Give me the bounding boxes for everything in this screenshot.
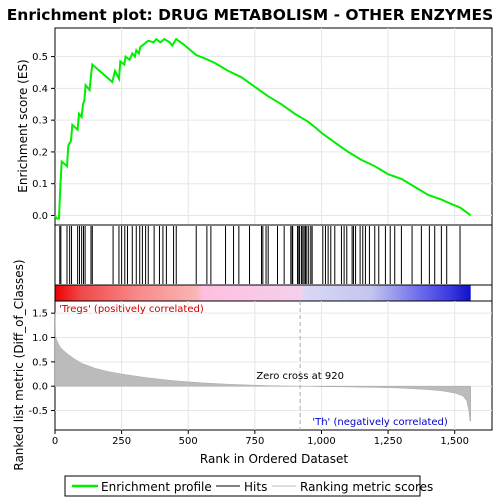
legend-enrichment-label: Enrichment profile [101, 480, 212, 494]
legend-metric-label: Ranking metric scores [300, 480, 433, 494]
metric-y-tick-label: 1.0 [32, 333, 48, 344]
ranking-metric-area [54, 313, 471, 422]
es-y-tick-label: 0.0 [32, 211, 48, 222]
chart-title: Enrichment plot: DRUG METABOLISM - OTHER… [7, 6, 494, 24]
x-tick-label: 1,000 [307, 436, 336, 447]
legend-box [64, 475, 421, 497]
metric-y-axis-label: Ranked list metric (Diff_of_Classes) [12, 259, 26, 470]
es-y-tick-label: 0.5 [32, 52, 48, 63]
legend-hits-label: Hits [244, 480, 267, 494]
es-y-axis-label: Enrichment score (ES) [16, 59, 30, 192]
es-y-tick-label: 0.4 [32, 84, 48, 95]
zero-cross-label: Zero cross at 920 [256, 371, 344, 382]
hits-panel-frame [54, 224, 493, 286]
ranked-list-color-fill [55, 285, 471, 301]
x-tick-label: 0 [52, 436, 58, 447]
metric-y-tick-label: 0.0 [32, 382, 48, 393]
negative-class-label: 'Th' (negatively correlated) [312, 417, 448, 428]
es-y-tick-label: 0.3 [32, 116, 48, 127]
metric-y-tick-label: 1.5 [32, 309, 48, 320]
x-axis-label: Rank in Ordered Dataset [200, 452, 348, 466]
enrichment-profile-line [54, 37, 472, 220]
x-tick-label: 750 [245, 436, 264, 447]
x-tick-label: 500 [179, 436, 198, 447]
metric-y-tick-label: 0.5 [32, 357, 48, 368]
es-y-tick-label: 0.2 [32, 147, 48, 158]
metric-y-tick-label: -0.5 [28, 406, 48, 417]
es-panel-frame [54, 27, 493, 226]
x-tick-label: 1,250 [374, 436, 403, 447]
x-tick-label: 250 [112, 436, 131, 447]
x-tick-label: 1,500 [440, 436, 469, 447]
positive-class-label: 'Tregs' (positively correlated) [59, 304, 204, 315]
metric-panel-frame [54, 300, 493, 431]
es-y-tick-label: 0.1 [32, 179, 48, 190]
